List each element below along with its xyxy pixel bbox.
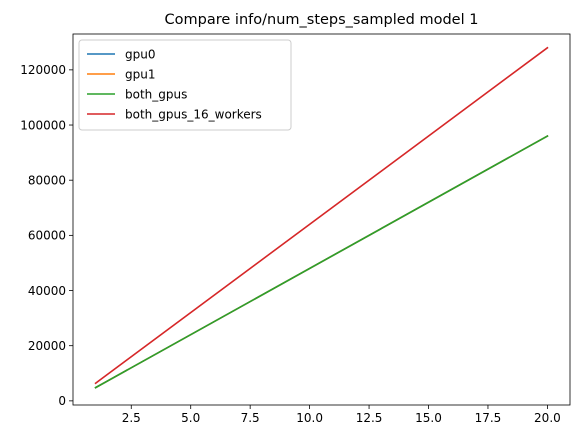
legend-label-gpu0: gpu0 [125, 47, 155, 61]
legend-label-both-gpus: both_gpus [125, 87, 187, 101]
x-tick-label: 20.0 [534, 411, 561, 425]
y-tick-label: 80000 [28, 173, 66, 187]
y-axis: 0 20000 40000 60000 80000 100000 120000 [20, 63, 73, 408]
y-tick-label: 40000 [28, 284, 66, 298]
legend: gpu0 gpu1 both_gpus both_gpus_16_workers [78, 39, 292, 131]
x-tick-label: 10.0 [296, 411, 323, 425]
x-tick-label: 17.5 [475, 411, 502, 425]
x-tick-label: 2.5 [122, 411, 141, 425]
y-tick-label: 20000 [28, 339, 66, 353]
x-tick-label: 15.0 [415, 411, 442, 425]
series-line-both-gpus-16-workers [94, 46, 549, 385]
y-tick-label: 0 [58, 394, 66, 408]
series-line-both-gpus [94, 134, 549, 389]
x-tick-label: 12.5 [356, 411, 383, 425]
x-tick-label: 5.0 [181, 411, 200, 425]
series-layer [94, 46, 549, 389]
x-tick-label: 7.5 [241, 411, 260, 425]
y-tick-label: 100000 [20, 118, 66, 132]
plot-area-frame [72, 33, 571, 406]
legend-label-both-gpus-16-workers: both_gpus_16_workers [125, 107, 262, 121]
chart-title: Compare info/num_steps_sampled model 1 [165, 12, 479, 28]
legend-label-gpu1: gpu1 [125, 67, 155, 81]
y-tick-label: 120000 [20, 63, 66, 77]
x-axis: 2.5 5.0 7.5 10.0 12.5 15.0 17.5 20.0 [122, 405, 561, 425]
y-tick-label: 60000 [28, 229, 66, 243]
legend-box [78, 39, 292, 131]
